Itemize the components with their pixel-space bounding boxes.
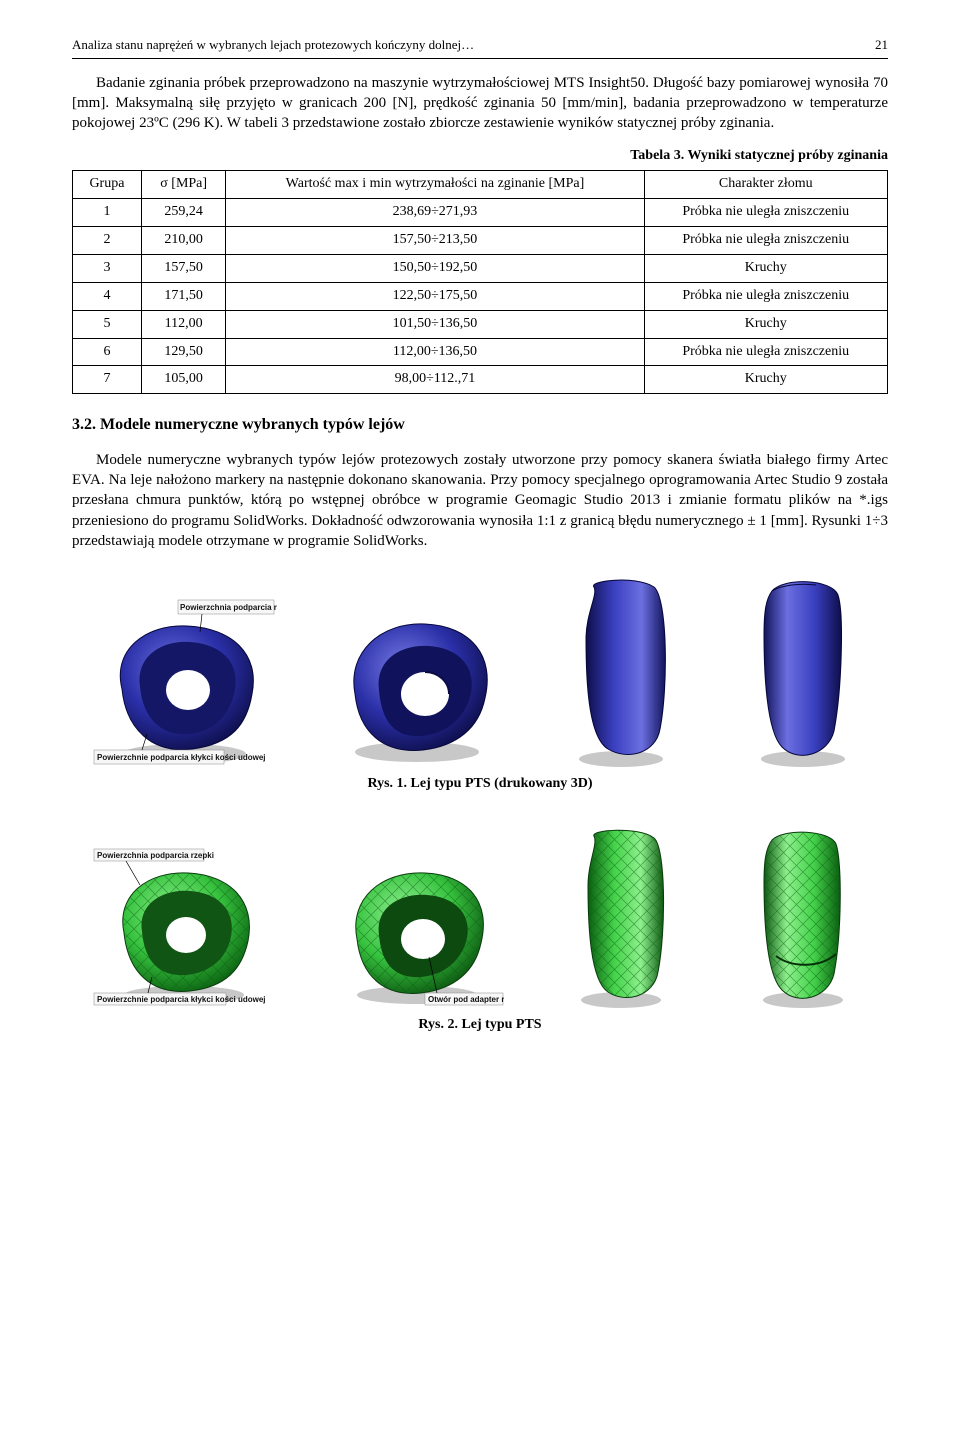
table-cell: 157,50: [141, 254, 226, 282]
table-row: 6129,50112,00÷136,50Próbka nie uległa zn…: [73, 338, 888, 366]
table-cell: 157,50÷213,50: [226, 226, 644, 254]
table-cell: Próbka nie uległa zniszczeniu: [644, 226, 887, 254]
figure-1-row: Powierzchnia podparcia rzepki Powierzchn…: [72, 569, 888, 769]
table-cell: 101,50÷136,50: [226, 310, 644, 338]
table-cell: 105,00: [141, 366, 226, 394]
section-3-2-heading: 3.2. Modele numeryczne wybranych typów l…: [72, 414, 888, 436]
fig1-view2: [329, 594, 504, 769]
table-cell: 2: [73, 226, 142, 254]
table-row: 7105,0098,00÷112.,71Kruchy: [73, 366, 888, 394]
table-cell: Próbka nie uległa zniszczeniu: [644, 199, 887, 227]
table-cell: 6: [73, 338, 142, 366]
fig2-view4: [738, 820, 868, 1010]
table-row: 3157,50150,50÷192,50Kruchy: [73, 254, 888, 282]
fig2-label-top: Powierzchnia podparcia rzepki: [97, 851, 214, 860]
table3-col3: Charakter złomu: [644, 171, 887, 199]
running-header: Analiza stanu naprężeń w wybranych lejac…: [72, 36, 888, 54]
table-cell: 1: [73, 199, 142, 227]
table-cell: 7: [73, 366, 142, 394]
running-title: Analiza stanu naprężeń w wybranych lejac…: [72, 36, 474, 54]
fig2-label-bm: Otwór pod adapter rurowy: [428, 995, 504, 1004]
table-cell: 238,69÷271,93: [226, 199, 644, 227]
table3-caption: Tabela 3. Wyniki statycznej próby zginan…: [72, 147, 888, 166]
fig1-view1: Powierzchnia podparcia rzepki Powierzchn…: [92, 594, 277, 769]
fig1-view3: [556, 569, 686, 769]
fig1-label-top: Powierzchnia podparcia rzepki: [180, 603, 277, 612]
figure-2-caption: Rys. 2. Lej typu PTS: [72, 1016, 888, 1035]
table3-col0: Grupa: [73, 171, 142, 199]
table-cell: Kruchy: [644, 366, 887, 394]
table-cell: Kruchy: [644, 254, 887, 282]
table-cell: 122,50÷175,50: [226, 282, 644, 310]
table-cell: Próbka nie uległa zniszczeniu: [644, 282, 887, 310]
table-cell: 150,50÷192,50: [226, 254, 644, 282]
header-rule: [72, 58, 888, 59]
intro-paragraph: Badanie zginania próbek przeprowadzono n…: [72, 73, 888, 134]
figure-2-row: Powierzchnia podparcia rzepki Powierzchn…: [72, 820, 888, 1010]
fig1-label-bottom: Powierzchnie podparcia kłykci kości udow…: [97, 753, 266, 762]
table-row: 1259,24238,69÷271,93Próbka nie uległa zn…: [73, 199, 888, 227]
table-cell: 5: [73, 310, 142, 338]
table-cell: 259,24: [141, 199, 226, 227]
figure-1-caption: Rys. 1. Lej typu PTS (drukowany 3D): [72, 775, 888, 794]
fig2-view2: Otwór pod adapter rurowy: [329, 845, 504, 1010]
table-row: 4171,50122,50÷175,50Próbka nie uległa zn…: [73, 282, 888, 310]
fig2-label-bl: Powierzchnie podparcia kłykci kości udow…: [97, 995, 266, 1004]
table-cell: 98,00÷112.,71: [226, 366, 644, 394]
table-cell: 129,50: [141, 338, 226, 366]
table3: Grupa σ [MPa] Wartość max i min wytrzyma…: [72, 170, 888, 394]
fig2-view1: Powierzchnia podparcia rzepki Powierzchn…: [92, 845, 277, 1010]
table-row: 5112,00101,50÷136,50Kruchy: [73, 310, 888, 338]
fig2-view3: [556, 820, 686, 1010]
table-cell: Kruchy: [644, 310, 887, 338]
section-3-2-paragraph: Modele numeryczne wybranych typów lejów …: [72, 450, 888, 551]
table3-col2: Wartość max i min wytrzymałości na zgina…: [226, 171, 644, 199]
table-cell: 112,00÷136,50: [226, 338, 644, 366]
table3-col1: σ [MPa]: [141, 171, 226, 199]
table-cell: 210,00: [141, 226, 226, 254]
table-cell: 4: [73, 282, 142, 310]
table-row: 2210,00157,50÷213,50Próbka nie uległa zn…: [73, 226, 888, 254]
table-cell: 3: [73, 254, 142, 282]
table-cell: 112,00: [141, 310, 226, 338]
table-cell: 171,50: [141, 282, 226, 310]
fig1-view4: [738, 569, 868, 769]
table-cell: Próbka nie uległa zniszczeniu: [644, 338, 887, 366]
page-number: 21: [875, 36, 888, 54]
